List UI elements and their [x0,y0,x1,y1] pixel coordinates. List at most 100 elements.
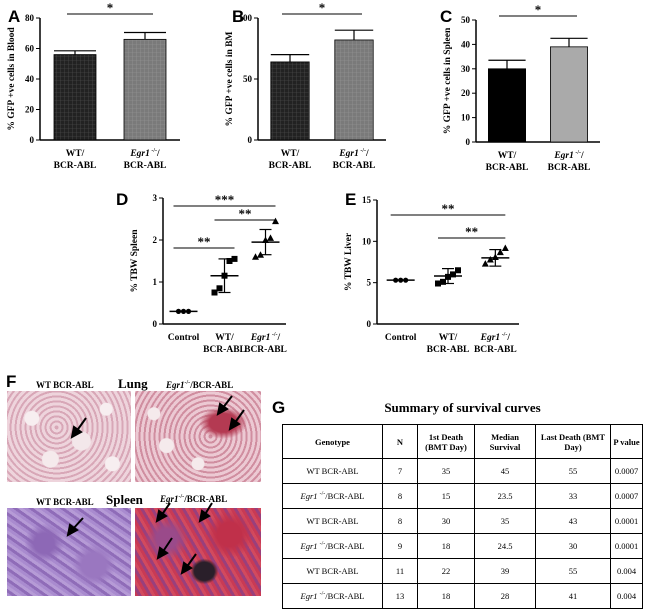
table-row: Egr1 -/-/BCR-ABL 13 18 28 41 0.004 [282,583,643,609]
panel-c-category-label: WT/ [498,151,517,161]
table-cell: 55 [535,558,611,584]
table-row: Egr1 -/-/BCR-ABL 8 15 23.5 33 0.0007 [282,483,643,509]
table-cell: WT BCR-ABL [282,558,383,584]
table-cell: 23.5 [474,483,536,509]
panel-a-sig-label: * [107,0,114,15]
table-cell: 0.004 [610,583,643,609]
panel-d-point [252,253,259,260]
panel-d-label: D [116,190,128,209]
table-cell: 18 [417,533,475,559]
panel-e-point [440,278,446,285]
table-row: WT BCR-ABL 11 22 39 55 0.004 [282,558,643,584]
panel-label-f: F [6,372,17,391]
table-cell: WT BCR-ABL [282,458,383,484]
panel-a-category-label: WT/ [66,149,85,159]
histo-label-spleen-egr1: Egr1-/-/BCR-ABL [160,494,227,504]
table-cell: 30 [417,508,475,534]
panel-a-category-label: BCR-ABL [124,161,167,171]
panel-c-ytick-label: 0 [466,137,471,147]
panel-e-point [393,277,399,283]
table-cell: 28 [474,583,536,609]
table-cell: 33 [535,483,611,509]
egr1-italic: Egr1 [166,380,185,390]
panel-e-ylabel: % TBW Liver [344,232,354,291]
panel-a-ytick-label: 20 [25,105,35,115]
table-cell: 24.5 [474,533,536,559]
panel-b-sig-label: * [319,0,326,15]
table-cell: 55 [535,458,611,484]
table-cell: 7 [382,458,418,484]
table-cell: Egr1 -/-/BCR-ABL [282,583,383,609]
panel-d-point [231,255,238,262]
panel-d-point [226,258,233,264]
panel-label-g: G [272,398,286,417]
panel-a-label: A [8,7,20,26]
panel-e-point [455,267,461,274]
panel-e-ytick-label: 15 [362,195,372,205]
panel-c-label: C [440,7,452,26]
panel-a-ytick-label: 0 [30,135,35,145]
panel-d-point [180,308,187,314]
panel-c-sig-label: * [535,2,542,17]
panel-a-ytick-label: 60 [25,44,35,54]
table-cell: 35 [474,508,536,534]
panel-d-category-label: BCR-ABL [244,345,287,355]
panel-e-point [486,256,494,263]
header-first-death: 1st Death (BMT Day) [417,424,475,459]
panel-d-ytick-label: 0 [153,319,158,329]
panel-d-point [221,272,228,279]
panel-e-point [445,273,451,280]
survival-table: Genotype N 1st Death (BMT Day) Median Su… [282,424,643,609]
panel-e-ytick-label: 0 [367,319,372,329]
histo-label-spleen-wt: WT BCR-ABL [36,497,94,507]
panel-c-ytick-label: 40 [461,39,471,49]
header-n: N [382,424,418,459]
table-cell: WT BCR-ABL [282,508,383,534]
panel-d-point [175,308,182,314]
table-cell: 43 [535,508,611,534]
panel-d-category-label: WT/ [215,333,234,343]
histology-spleen-wt [7,508,131,596]
panel-a-bar [123,38,167,141]
panel-b-category-label: BCR-ABL [333,161,376,171]
panel-e-ytick-label: 10 [362,236,372,246]
table-cell: 11 [382,558,418,584]
panel-c-bar [550,46,589,143]
panel-a-ytick-label: 40 [25,74,35,84]
egr1-rest: /BCR-ABL [190,380,234,390]
panel-b-ytick-label: 50 [243,74,253,84]
panel-d-point [216,285,223,292]
panel-a-ytick-label: 80 [25,13,35,23]
panel-d-point [272,217,279,225]
panel-b-bar [334,39,374,141]
egr1-sup: -/- [184,380,191,386]
table-row: Egr1 -/-/BCR-ABL 9 18 24.5 30 0.0001 [282,533,643,559]
panel-d-bracket-label: *** [215,192,235,207]
panel-c-category-label: BCR-ABL [548,163,591,173]
table-cell: 15 [417,483,475,509]
panel-e-point [450,271,456,278]
panel-c-bar [487,68,526,143]
panel-c-ylabel: % GFP +ve cells in Spleen [443,27,453,134]
panel-d-ytick-label: 1 [153,277,158,287]
panel-e-category-label: Egr1 -/-/ [480,332,511,343]
panel-c-category-label: Egr1 -/-/ [553,150,584,161]
panel-e-point [398,277,404,283]
panel-d-category-label: BCR-ABL [203,345,246,355]
survival-table-wrapper: Genotype N 1st Death (BMT Day) Median Su… [282,424,643,609]
header-genotype: Genotype [282,424,383,459]
table-cell: 8 [382,483,418,509]
panel-d-ytick-label: 3 [153,193,158,203]
panel-d-point [267,234,274,241]
panel-c-ytick-label: 20 [461,88,471,98]
panel-c-ytick-label: 50 [461,15,471,25]
panel-d-bracket-label: ** [198,234,211,249]
table-row: WT BCR-ABL 8 30 35 43 0.0001 [282,508,643,534]
table-cell: 22 [417,558,475,584]
panel-a-category-label: Egr1 -/-/ [129,148,160,159]
panel-e-bracket-label: ** [465,224,478,239]
panel-d-ytick-label: 2 [153,235,158,245]
table-body: WT BCR-ABL 7 35 45 55 0.0007 Egr1 -/-/BCR-ABL 8… [282,458,643,609]
panel-b-category-label: BCR-ABL [269,161,312,171]
panel-e-category-label: BCR-ABL [427,345,470,355]
